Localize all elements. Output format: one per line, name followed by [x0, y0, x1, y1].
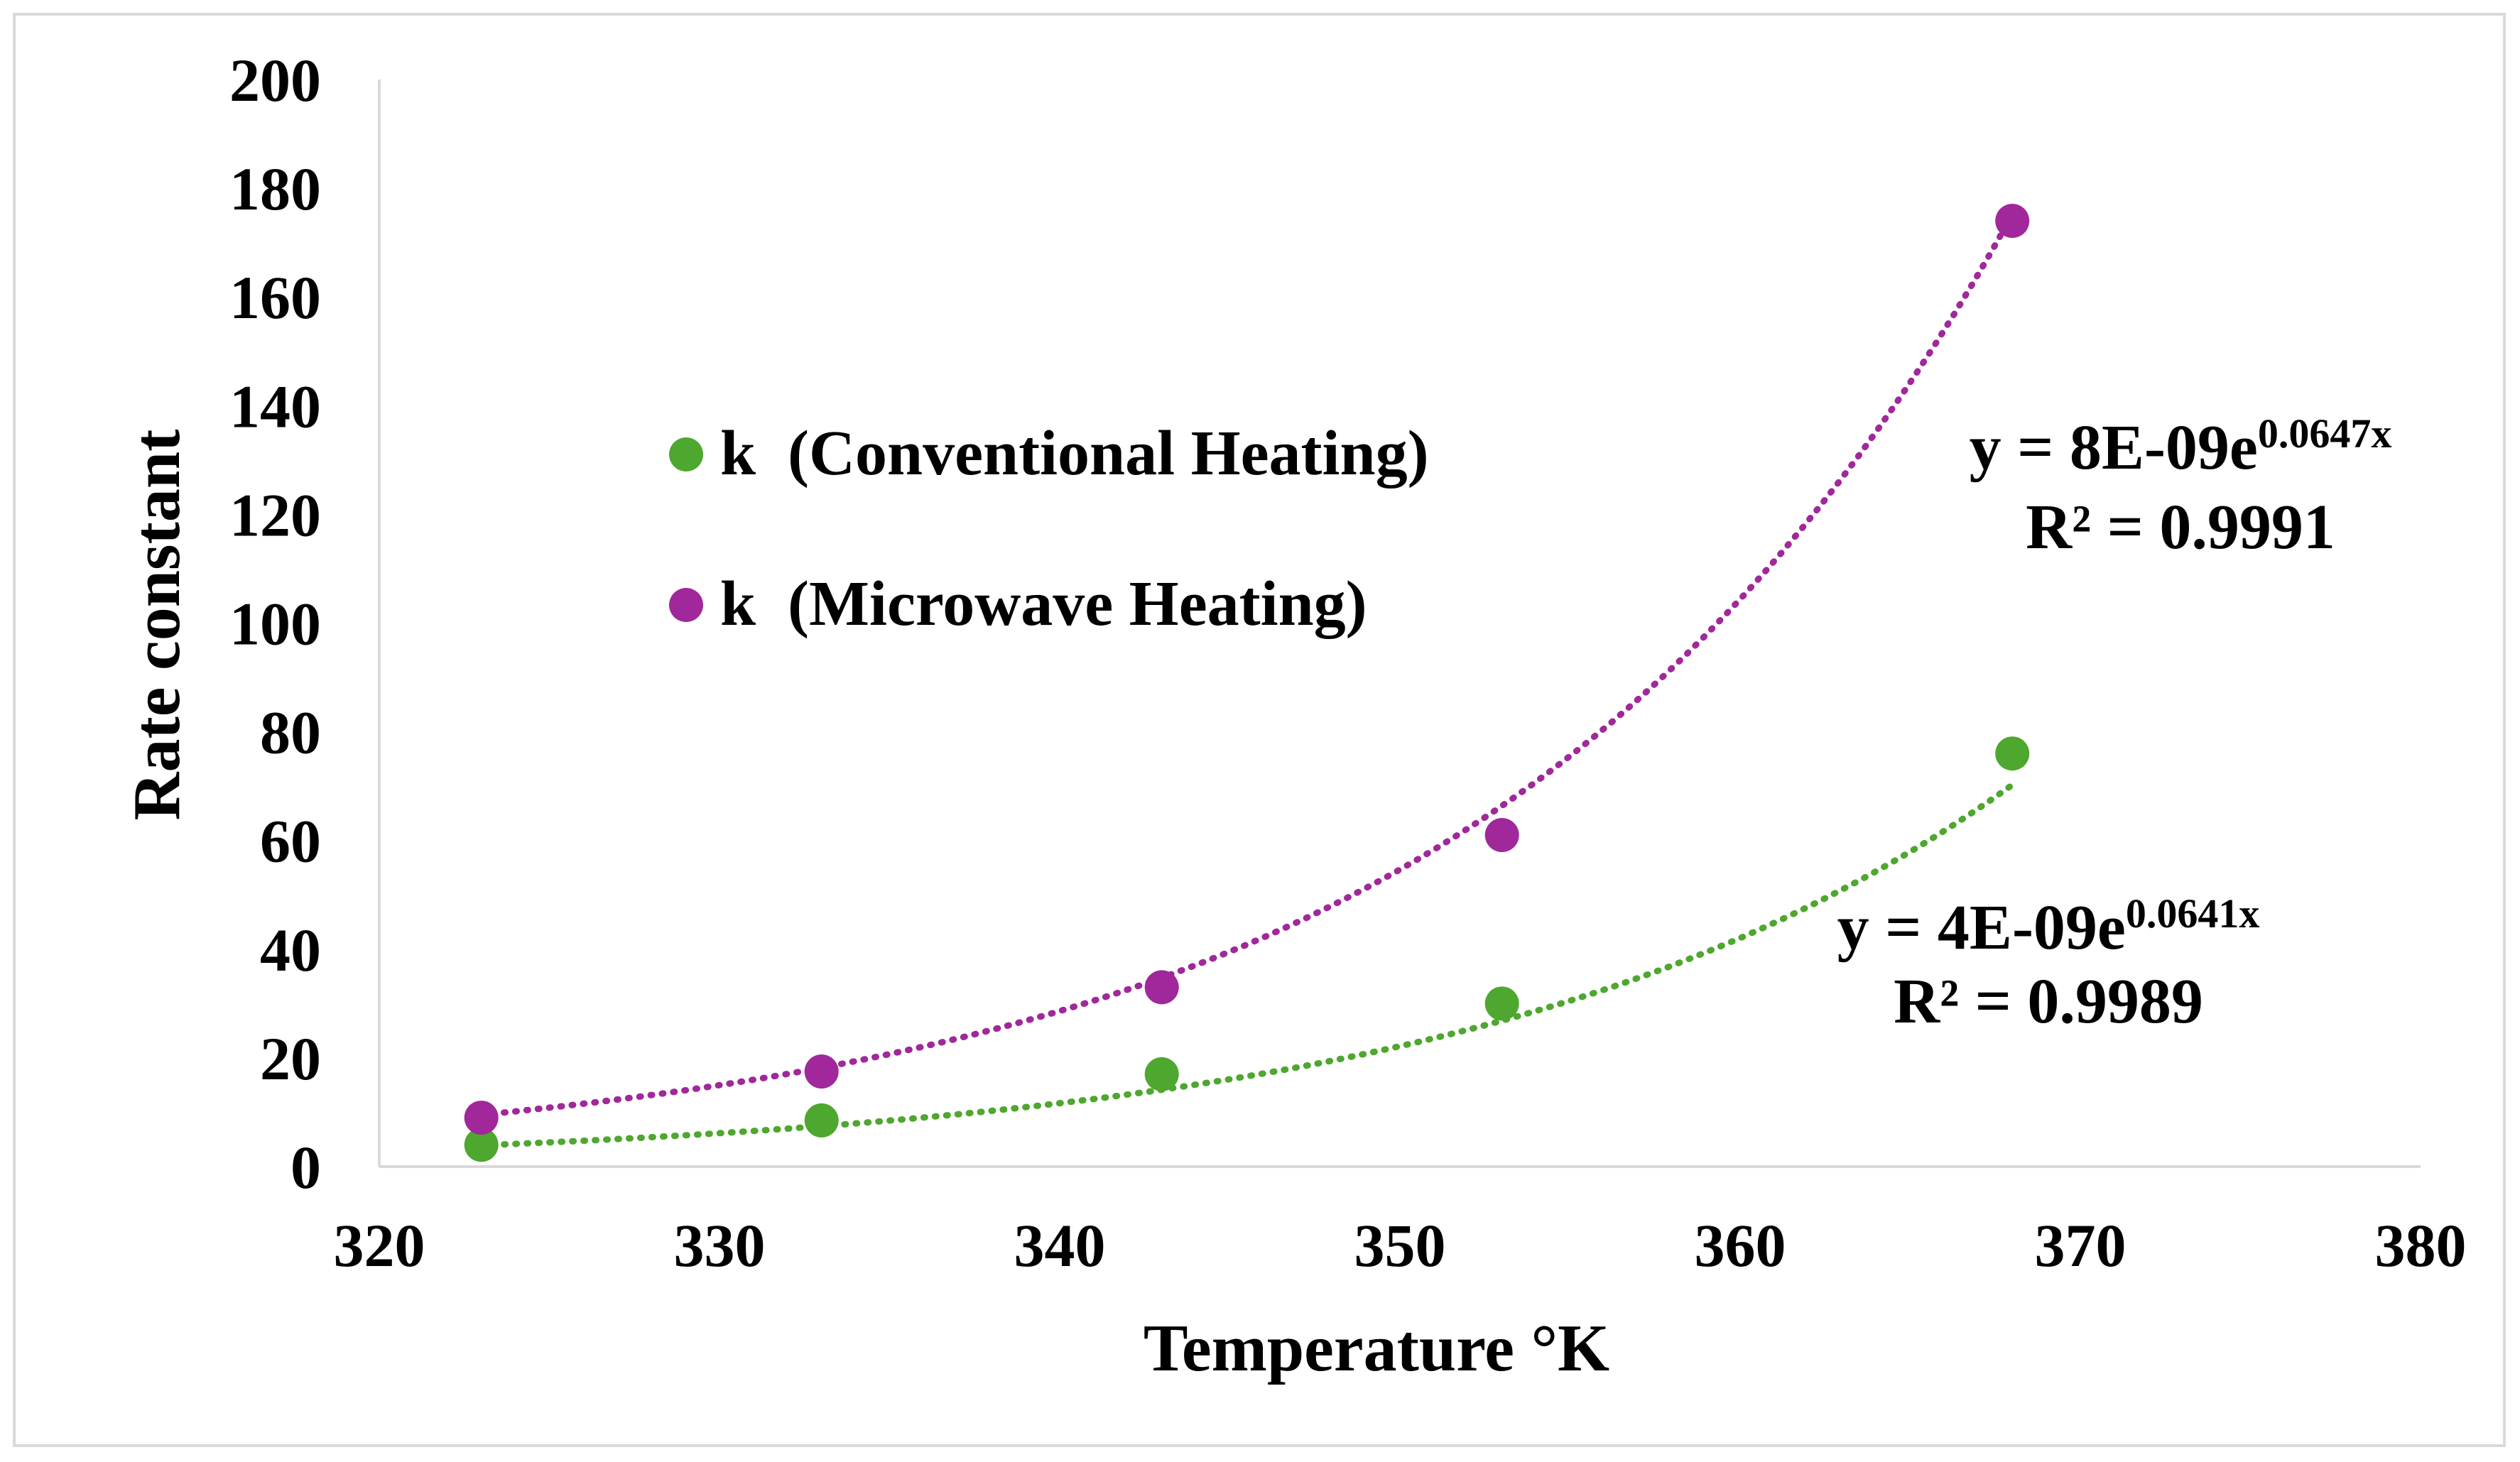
point-conventional — [1995, 736, 2030, 771]
equation-microwave: y = 8E-09e0.0647x R² = 0.9991 — [1970, 410, 2392, 562]
equation-microwave-main: y = 8E-09e — [1970, 413, 2258, 483]
x-tick-labels: 320 330 340 350 360 370 380 — [334, 1211, 2467, 1280]
y-tick-label: 140 — [229, 372, 321, 440]
r2-microwave: R² = 0.9991 — [2026, 492, 2335, 562]
point-microwave — [1995, 204, 2030, 239]
x-tick-label: 370 — [2035, 1211, 2127, 1280]
legend-marker-conventional — [669, 437, 703, 471]
point-conventional — [804, 1103, 839, 1138]
point-microwave — [1484, 818, 1519, 853]
legend-label-microwave: k (Microwave Heating) — [720, 569, 1367, 639]
y-tick-label: 180 — [229, 155, 321, 223]
y-tick-label: 80 — [260, 699, 321, 767]
point-conventional — [464, 1128, 499, 1162]
y-tick-label: 120 — [229, 481, 321, 549]
x-axis-title: Temperature °K — [1144, 1311, 1609, 1385]
point-microwave — [464, 1101, 499, 1135]
point-conventional — [1144, 1057, 1179, 1091]
equation-conventional-exponent: 0.0641x — [2126, 890, 2260, 937]
y-tick-label: 200 — [229, 46, 321, 114]
point-microwave — [1144, 970, 1179, 1005]
data-points — [464, 204, 2030, 1162]
r2-conventional: R² = 0.9989 — [1894, 966, 2203, 1037]
y-tick-label: 20 — [260, 1025, 321, 1093]
point-microwave — [804, 1054, 839, 1089]
chart-frame — [13, 13, 2506, 1447]
svg-text:y = 8E-09e0.0647x: y = 8E-09e0.0647x — [1970, 410, 2392, 483]
y-tick-labels: 0 20 40 60 80 100 120 140 160 180 200 — [229, 46, 321, 1201]
legend-marker-microwave — [669, 588, 703, 622]
y-tick-label: 0 — [290, 1133, 321, 1201]
legend: k (Conventional Heating) k (Microwave He… — [669, 418, 1429, 639]
equation-conventional: y = 4E-09e0.0641x R² = 0.9989 — [1837, 890, 2260, 1037]
equation-microwave-exponent: 0.0647x — [2258, 410, 2392, 457]
x-tick-label: 340 — [1014, 1211, 1106, 1280]
x-tick-label: 320 — [334, 1211, 425, 1280]
x-tick-label: 350 — [1354, 1211, 1446, 1280]
svg-text:y = 4E-09e0.0641x: y = 4E-09e0.0641x — [1837, 890, 2260, 963]
x-tick-label: 330 — [674, 1211, 766, 1280]
x-tick-label: 380 — [2375, 1211, 2467, 1280]
trendline-conventional — [478, 781, 2016, 1149]
trendlines — [478, 211, 2016, 1149]
y-axis-title: Rate constant — [120, 430, 194, 821]
legend-label-conventional: k (Conventional Heating) — [720, 418, 1429, 489]
point-conventional — [1484, 986, 1519, 1021]
trendline-microwave — [478, 211, 2016, 1118]
y-tick-label: 160 — [229, 263, 321, 332]
y-tick-label: 100 — [229, 590, 321, 658]
x-tick-label: 360 — [1695, 1211, 1786, 1280]
equation-conventional-main: y = 4E-09e — [1837, 893, 2126, 963]
y-tick-label: 40 — [260, 916, 321, 984]
y-tick-label: 60 — [260, 807, 321, 875]
